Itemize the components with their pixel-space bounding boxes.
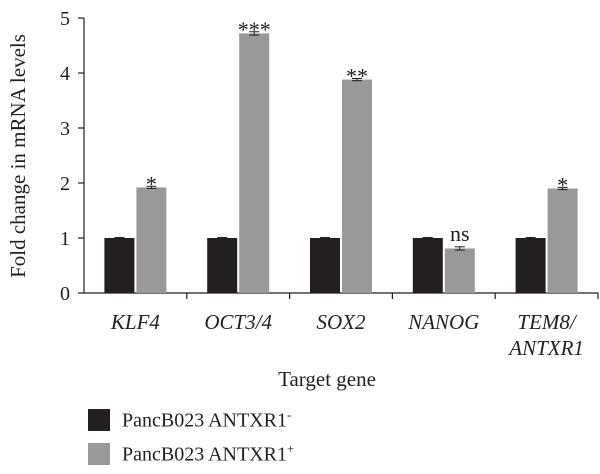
- x-tick-label: ANTXR1: [507, 336, 584, 360]
- axes: [78, 17, 599, 299]
- y-tick-label: 3: [60, 118, 70, 140]
- legend-sign: +: [287, 441, 295, 457]
- significance-label: ***: [238, 17, 271, 42]
- bar-antxr1-positive: [136, 187, 167, 293]
- bar-antxr1-positive: [239, 33, 270, 294]
- bar-antxr1-positive: [444, 248, 475, 293]
- legend-swatch-black: [88, 409, 110, 431]
- significance-label: *: [557, 172, 568, 197]
- bar-antxr1-negative: [412, 238, 443, 293]
- legend-label: PancB023 ANTXR1: [122, 443, 287, 466]
- bar-antxr1-negative: [515, 238, 546, 293]
- legend-item-antxr1-negative: PancB023 ANTXR1-: [88, 405, 294, 435]
- x-tick-label: KLF4: [110, 310, 161, 334]
- bar-antxr1-positive: [547, 188, 578, 293]
- legend-label: PancB023 ANTXR1: [122, 409, 287, 432]
- x-tick-label: TEM8/: [517, 310, 578, 334]
- significance-label: *: [146, 171, 157, 196]
- legend-swatch-gray: [88, 443, 110, 465]
- x-tick-label: NANOG: [407, 310, 479, 334]
- bar-antxr1-negative: [104, 238, 135, 293]
- legend: PancB023 ANTXR1- PancB023 ANTXR1+: [88, 405, 294, 473]
- significance-label: **: [346, 64, 368, 89]
- y-tick-label: 4: [60, 63, 70, 85]
- y-axis-title: Fold change in mRNA levels: [6, 34, 30, 278]
- bars: [104, 31, 578, 294]
- x-axis-title: Target gene: [278, 367, 376, 391]
- bar-antxr1-positive: [342, 79, 372, 293]
- legend-sign: -: [287, 407, 292, 423]
- y-tick-label: 5: [60, 8, 70, 30]
- labels: 0 1 2 3 4 5 * KLF4 *** OCT3/4 ** SOX2 ns NANOG * TEM8/A…: [60, 8, 584, 360]
- significance-label: ns: [450, 221, 470, 246]
- y-tick-label: 0: [60, 283, 70, 305]
- bar-antxr1-negative: [310, 238, 340, 293]
- y-tick-label: 1: [60, 228, 70, 250]
- y-tick-label: 2: [60, 173, 70, 195]
- legend-item-antxr1-positive: PancB023 ANTXR1+: [88, 439, 294, 469]
- bar-antxr1-negative: [207, 238, 238, 293]
- x-tick-label: OCT3/4: [204, 310, 272, 334]
- x-tick-label: SOX2: [317, 310, 366, 334]
